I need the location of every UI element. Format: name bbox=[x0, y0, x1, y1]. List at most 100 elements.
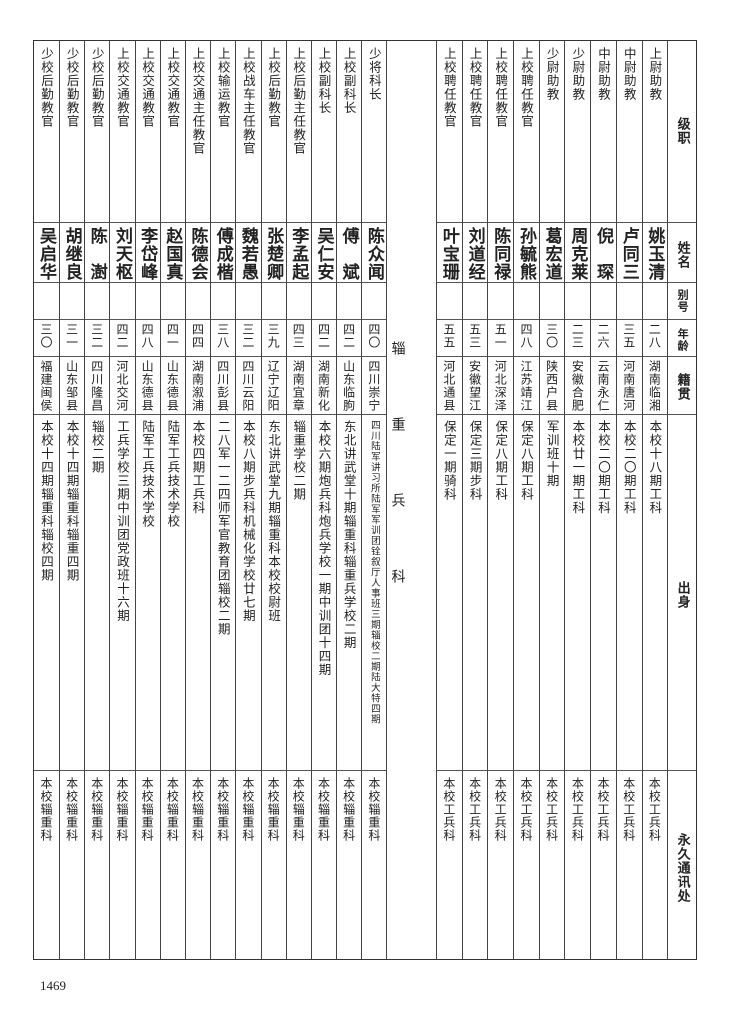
value-rank: 少尉助教 bbox=[570, 47, 586, 101]
cell-name: 李岱峰 bbox=[135, 223, 160, 284]
cell-origin: 保定八期工科 bbox=[514, 415, 539, 772]
cell-rank: 少尉助教 bbox=[539, 41, 565, 223]
value-name: 傅 斌 bbox=[338, 226, 359, 281]
cell-age: 四二 bbox=[337, 320, 362, 358]
cell-rank: 少将科长 bbox=[362, 41, 387, 223]
cell-native: 安徽望江 bbox=[462, 357, 488, 416]
value-name: 陈众闻 bbox=[363, 226, 384, 281]
cell-age: 四四 bbox=[185, 320, 211, 358]
value-address: 本校辎重科 bbox=[366, 777, 381, 843]
value-address: 本校辎重科 bbox=[291, 777, 306, 843]
cell-rank: 上校副科长 bbox=[311, 41, 337, 223]
cell-name: 陈同禄 bbox=[488, 223, 514, 284]
cell-alias bbox=[110, 283, 135, 321]
cell-alias bbox=[337, 283, 362, 321]
value-rank: 上校交通教官 bbox=[114, 47, 130, 128]
section-label: 辎重兵科 bbox=[389, 341, 406, 645]
value-origin: 陆军工兵技术学校 bbox=[140, 420, 156, 529]
value-native: 四川隆昌 bbox=[89, 360, 104, 413]
cell-alias bbox=[185, 283, 211, 321]
value-name: 卢同三 bbox=[618, 226, 639, 281]
cell-alias bbox=[362, 283, 387, 321]
value-name: 倪 琛 bbox=[593, 226, 614, 281]
cell-rank: 上校战车主任教官 bbox=[236, 41, 261, 223]
page-number: 1469 bbox=[40, 978, 66, 993]
value-name: 吴仁安 bbox=[313, 226, 334, 281]
cell-age: 五一 bbox=[488, 320, 514, 358]
value-name: 李孟起 bbox=[288, 226, 309, 281]
value-native: 四川崇宁 bbox=[366, 360, 381, 413]
table-row: 少校后勤教官陈 澍三二 四川隆昌 辎校二期 本校辎重科 bbox=[84, 41, 110, 959]
cell-alias bbox=[34, 283, 59, 321]
cell-address: 本校工兵科 bbox=[591, 771, 616, 959]
value-native: 安徽望江 bbox=[467, 360, 482, 413]
value-address: 本校工兵科 bbox=[596, 777, 611, 843]
table-row: 中尉助教倪 琛二六 云南永仁 本校二〇期工科 本校工兵科 bbox=[590, 41, 616, 959]
cell-native: 河北交河 bbox=[110, 357, 135, 416]
value-native: 江苏靖江 bbox=[518, 360, 533, 413]
header-label-rank: 级职 bbox=[674, 117, 690, 146]
cell-alias bbox=[160, 283, 185, 321]
value-origin: 辎校二期 bbox=[89, 420, 105, 475]
cell-origin: 本校十四期辎重科辎重四期 bbox=[60, 415, 85, 772]
value-age: 四一 bbox=[165, 323, 180, 350]
value-rank: 少将科长 bbox=[366, 47, 382, 101]
value-name: 陈 澍 bbox=[86, 226, 107, 281]
value-name: 胡继良 bbox=[61, 226, 82, 281]
cell-name: 刘道经 bbox=[462, 223, 488, 284]
header-label-name: 姓名 bbox=[674, 240, 690, 269]
value-origin: 保定八期工科 bbox=[493, 420, 509, 502]
cell-rank: 上校交通教官 bbox=[110, 41, 135, 223]
cell-native: 河北深泽 bbox=[488, 357, 514, 416]
table-row: 上校交通教官 李岱峰 四八 山东德县 陆军工兵技术学校 本校辎重科 bbox=[134, 41, 160, 959]
cell-origin: 军训班十期 bbox=[539, 415, 565, 772]
value-address: 本校工兵科 bbox=[467, 777, 482, 843]
header-cell-name: 姓名 bbox=[668, 223, 696, 284]
value-origin: 本校十四期辎重科辎重四期 bbox=[64, 420, 80, 583]
cell-age: 四八 bbox=[135, 320, 160, 358]
table-row: 上校聘任教官 孙毓熊 四八 江苏靖江 保定八期工科 本校工兵科 bbox=[513, 41, 539, 959]
cell-native: 江苏靖江 bbox=[514, 357, 539, 416]
value-origin: 保定三期步科 bbox=[467, 420, 483, 502]
value-rank: 上校副科长 bbox=[341, 47, 357, 115]
value-age: 四八 bbox=[518, 323, 533, 350]
cell-rank: 少校后勤教官 bbox=[34, 41, 59, 223]
cell-age: 四八 bbox=[514, 320, 539, 358]
value-origin: 军训班十期 bbox=[544, 420, 560, 488]
header-cell-age: 年龄 bbox=[668, 320, 696, 358]
cell-address: 本校辎重科 bbox=[110, 771, 134, 959]
cell-alias bbox=[514, 283, 539, 321]
cell-rank: 上校聘任教官 bbox=[437, 41, 462, 223]
cell-rank: 上校后勤教官 bbox=[261, 41, 286, 223]
cell-name: 刘天枢 bbox=[110, 223, 135, 284]
value-rank: 上校聘任教官 bbox=[467, 47, 483, 128]
table-row: 上校交通主任教官 陈德会 四四 湖南溆浦 本校四期工兵科 本校辎重科 bbox=[184, 41, 211, 959]
table-row: 上校战车主任教官 魏若愚 三二 四川云阳 本校八期步兵科机械化学校廿七期 本校辎重科 bbox=[235, 41, 261, 959]
cell-address: 本校辎重科 bbox=[136, 771, 160, 959]
header-label-age: 年龄 bbox=[676, 327, 690, 352]
cell-address: 本校辎重科 bbox=[211, 771, 235, 959]
cell-address: 本校工兵科 bbox=[463, 771, 488, 959]
cell-origin: 辎校二期 bbox=[85, 415, 110, 772]
cell-native: 湖南溆浦 bbox=[185, 357, 211, 416]
cell-native: 湖南宜章 bbox=[286, 357, 311, 416]
cell-name: 李孟起 bbox=[286, 223, 311, 284]
cell-address: 本校工兵科 bbox=[514, 771, 539, 959]
value-name: 李岱峰 bbox=[137, 226, 158, 281]
value-age: 四二 bbox=[341, 323, 356, 350]
cell-origin: 本校廿一期工科 bbox=[565, 415, 591, 772]
cell-alias bbox=[135, 283, 160, 321]
value-age: 五三 bbox=[467, 323, 482, 350]
cell-name: 吴仁安 bbox=[311, 223, 337, 284]
value-name: 陈同禄 bbox=[490, 226, 511, 281]
cell-age: 五三 bbox=[462, 320, 488, 358]
value-rank: 少尉助教 bbox=[544, 47, 560, 101]
header-column: 级职 姓名 别号 年龄 籍贯 出身 永久通讯处 bbox=[667, 41, 696, 959]
value-origin: 东北讲武堂十期辎重科辎重兵学校二期 bbox=[341, 420, 357, 650]
value-native: 河北交河 bbox=[114, 360, 129, 413]
value-address: 本校辎重科 bbox=[190, 777, 205, 843]
value-native: 湖南宜章 bbox=[291, 360, 306, 413]
value-name: 叶宝珊 bbox=[438, 226, 459, 281]
value-name: 魏若愚 bbox=[237, 226, 258, 281]
value-rank: 中尉助教 bbox=[621, 47, 637, 101]
